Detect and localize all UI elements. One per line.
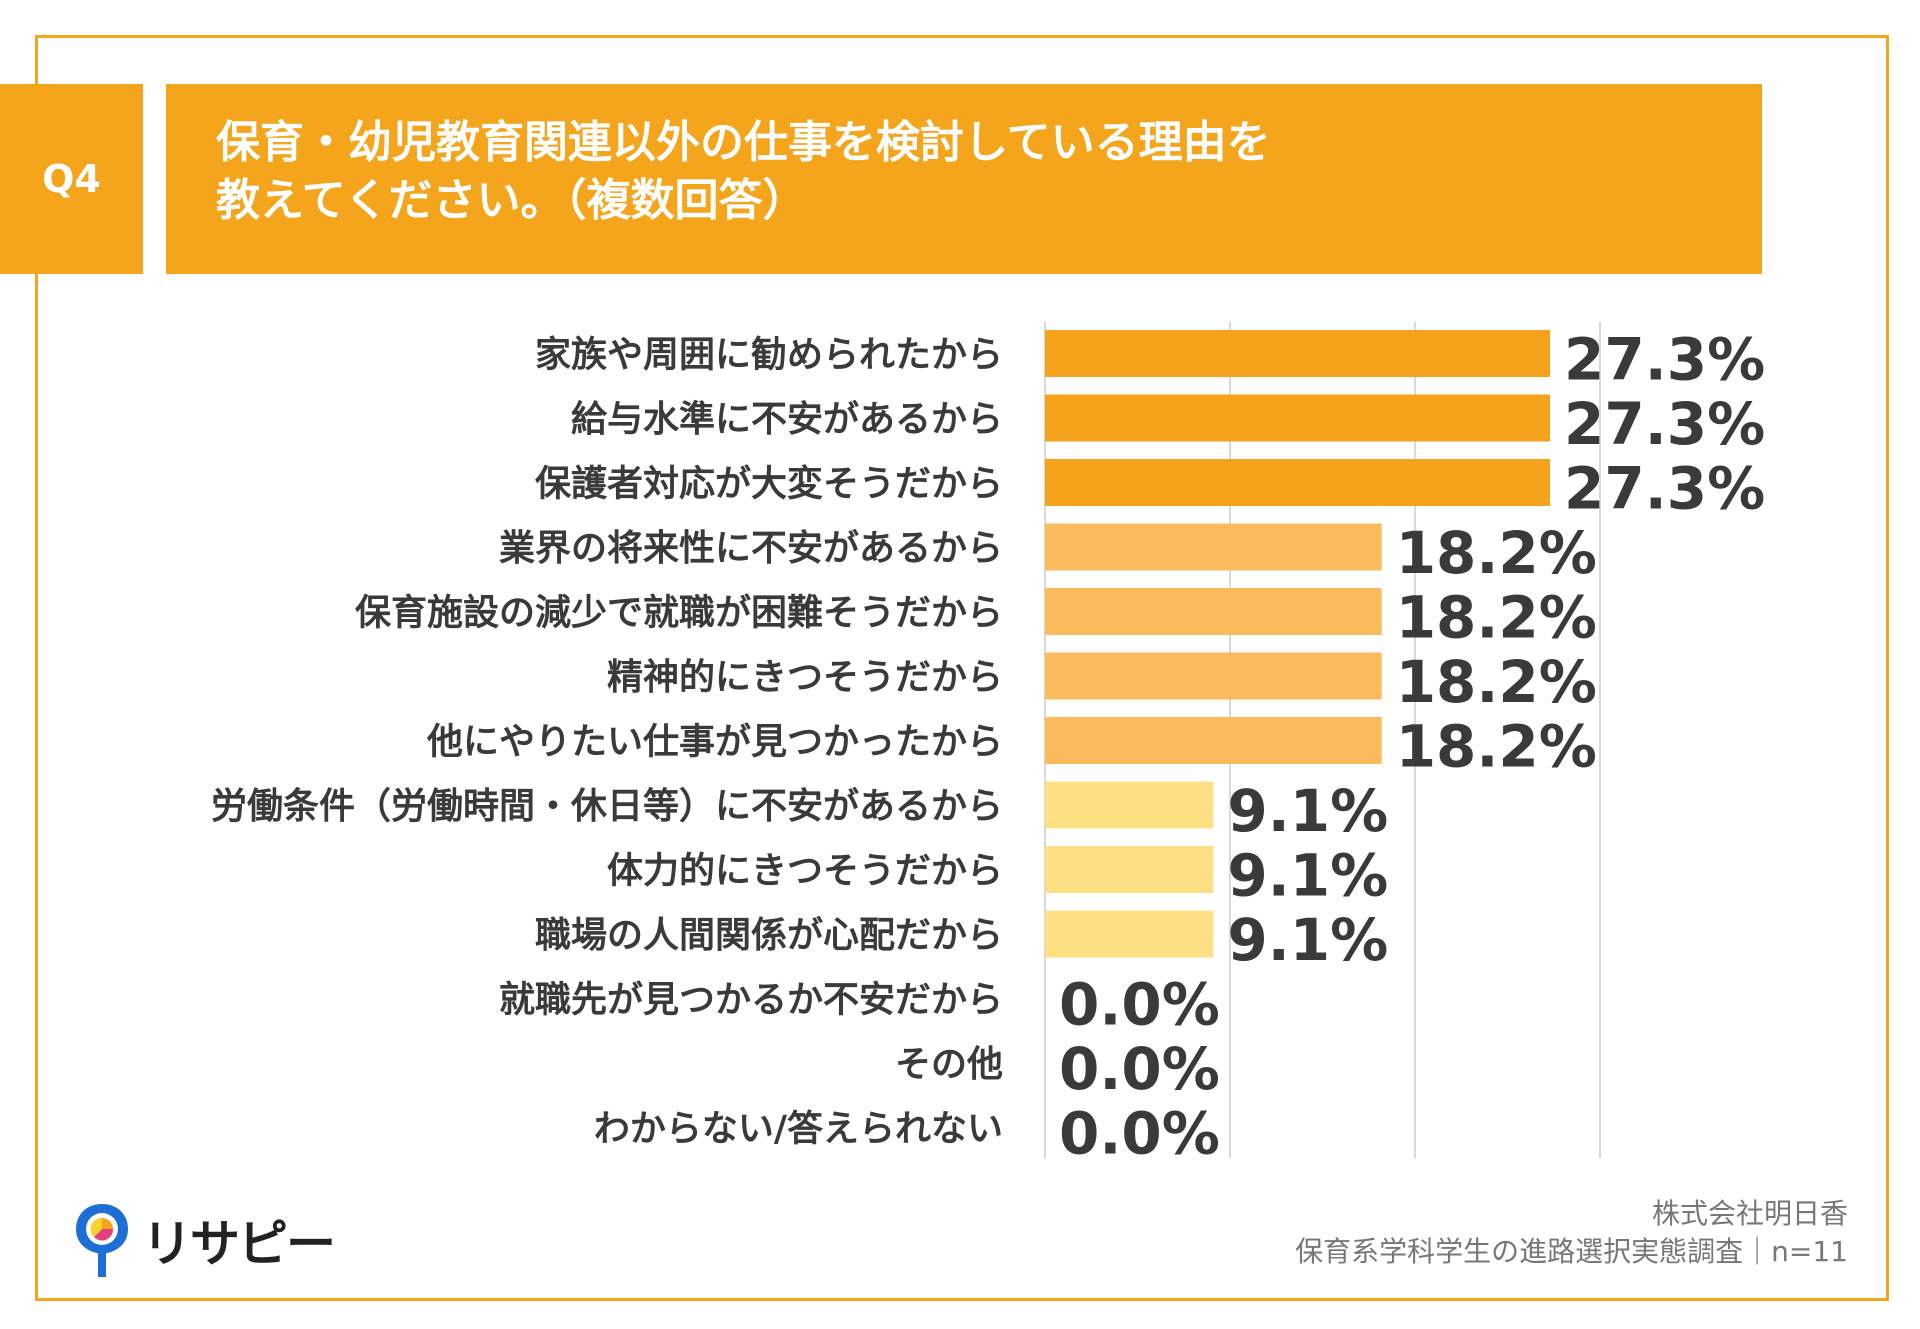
source-company: 株式会社明日香 bbox=[1651, 1197, 1848, 1230]
bar-7 bbox=[1045, 781, 1214, 829]
value-label-1: 27.3% bbox=[1564, 390, 1765, 458]
source-note: 株式会社明日香 保育系学科学生の進路選択実態調査｜n=11 bbox=[1295, 1195, 1848, 1271]
category-label-10: 就職先が見つかるか不安だから bbox=[499, 980, 1003, 1021]
question-badge: Q4 bbox=[0, 84, 143, 274]
value-label-3: 18.2% bbox=[1396, 519, 1597, 587]
value-label-9: 9.1% bbox=[1227, 906, 1388, 974]
value-label-11: 0.0% bbox=[1059, 1035, 1220, 1103]
value-label-6: 18.2% bbox=[1396, 713, 1597, 781]
bar-6 bbox=[1045, 717, 1382, 764]
bar-4 bbox=[1045, 588, 1382, 635]
logo-text: リサピー bbox=[142, 1215, 336, 1273]
category-label-9: 職場の人間関係が心配だから bbox=[535, 915, 1003, 956]
value-label-7: 9.1% bbox=[1227, 777, 1388, 845]
outer-frame bbox=[35, 35, 1889, 1301]
source-survey: 保育系学科学生の進路選択実態調査｜n=11 bbox=[1295, 1235, 1848, 1268]
category-label-11: その他 bbox=[895, 1044, 1003, 1085]
risapi-logo: リサピー bbox=[72, 1200, 336, 1280]
value-label-2: 27.3% bbox=[1564, 455, 1765, 523]
bar-1 bbox=[1045, 394, 1551, 442]
category-label-5: 精神的にきつそうだから bbox=[607, 657, 1003, 698]
category-label-4: 保育施設の減少で就職が困難そうだから bbox=[355, 593, 1003, 634]
logo-pin-icon bbox=[76, 1204, 128, 1277]
bar-8 bbox=[1045, 846, 1214, 893]
category-label-12: わからない/答えられない bbox=[594, 1109, 1003, 1150]
value-label-0: 27.3% bbox=[1564, 326, 1765, 394]
bar-5 bbox=[1045, 652, 1382, 700]
category-label-1: 給与水準に不安があるから bbox=[571, 399, 1003, 440]
category-label-7: 労働条件（労働時間・休日等）に不安があるから bbox=[211, 786, 1003, 827]
bar-2 bbox=[1045, 459, 1551, 506]
question-title-line-1: 保育・幼児教育関連以外の仕事を検討している理由を bbox=[216, 117, 1271, 168]
bar-0 bbox=[1045, 330, 1551, 377]
value-label-10: 0.0% bbox=[1059, 971, 1220, 1039]
bar-3 bbox=[1045, 523, 1382, 571]
value-label-4: 18.2% bbox=[1396, 584, 1597, 652]
value-label-12: 0.0% bbox=[1059, 1100, 1220, 1168]
question-title-line-2: 教えてください。（複数回答） bbox=[216, 175, 807, 226]
category-label-0: 家族や周囲に勧められたから bbox=[535, 335, 1003, 376]
category-label-8: 体力的にきつそうだから bbox=[607, 851, 1003, 892]
category-label-2: 保護者対応が大変そうだから bbox=[535, 463, 1003, 505]
category-label-6: 他にやりたい仕事が見つかったから bbox=[426, 722, 1003, 763]
category-label-3: 業界の将来性に不安があるから bbox=[499, 528, 1003, 569]
value-label-5: 18.2% bbox=[1396, 648, 1597, 716]
bar-9 bbox=[1045, 910, 1214, 958]
value-label-8: 9.1% bbox=[1227, 842, 1388, 910]
question-title-box: 保育・幼児教育関連以外の仕事を検討している理由を 教えてください。（複数回答） bbox=[166, 84, 1762, 274]
